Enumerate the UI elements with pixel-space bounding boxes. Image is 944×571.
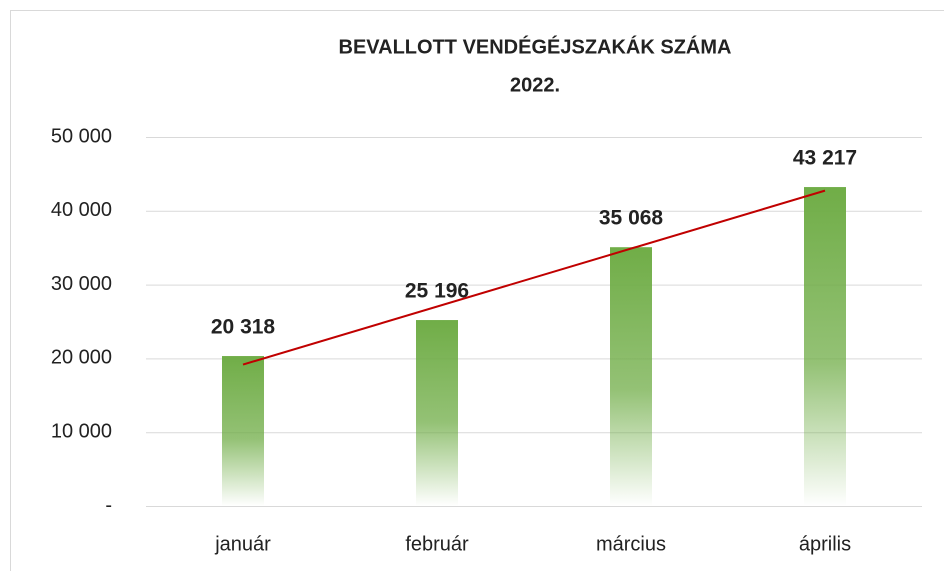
trendline bbox=[242, 189, 826, 366]
x-tick-label: április bbox=[799, 533, 851, 555]
bar bbox=[610, 247, 652, 506]
y-tick-label: - bbox=[105, 494, 112, 516]
x-tick-label: február bbox=[405, 533, 469, 555]
y-tick-label: 40 000 bbox=[51, 199, 112, 221]
data-label: 25 196 bbox=[405, 280, 469, 303]
y-tick-label: 50 000 bbox=[51, 125, 112, 147]
data-label: 35 068 bbox=[599, 207, 664, 230]
y-tick-label: 10 000 bbox=[51, 420, 112, 442]
data-label: 20 318 bbox=[211, 316, 276, 339]
chart-frame bbox=[10, 10, 944, 571]
chart-title: BEVALLOTT VENDÉGÉJSZAKÁK SZÁMA bbox=[339, 35, 732, 58]
y-tick-label: 30 000 bbox=[51, 273, 112, 295]
y-tick-label: 20 000 bbox=[51, 347, 112, 369]
bar bbox=[222, 356, 264, 506]
data-label: 43 217 bbox=[793, 147, 857, 170]
x-tick-label: január bbox=[214, 533, 271, 555]
chart-subtitle: 2022. bbox=[510, 74, 560, 96]
x-tick-label: március bbox=[596, 533, 666, 555]
bar bbox=[804, 187, 846, 506]
bar bbox=[416, 320, 458, 506]
